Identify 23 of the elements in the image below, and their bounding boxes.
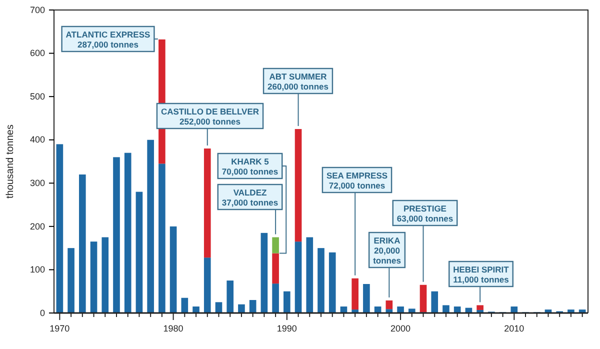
annotation: KHARK 5 70,000 tonnes — [222, 156, 278, 176]
y-tick-label: 600 — [30, 48, 45, 58]
annotation: SEA EMPRESS 72,000 tonnes — [326, 170, 388, 190]
y-tick-label: 0 — [40, 308, 45, 318]
y-axis-title: thousand tonnes — [5, 124, 16, 198]
annotation: VALDEZ 37,000 tonnes — [222, 188, 278, 208]
y-tick-label: 200 — [30, 221, 45, 232]
x-tick-label: 1970 — [50, 323, 70, 334]
annotation: CASTILLO DE BELLVER 252,000 tonnes — [160, 106, 260, 126]
annotation: HEBEI SPIRIT 11,000 tonnes — [453, 264, 510, 284]
annotation: ERIKA 20,000 tonnes — [373, 236, 402, 266]
y-tick-label: 100 — [30, 264, 45, 275]
x-tick-label: 1990 — [276, 323, 297, 334]
annotation: PRESTIGE 63,000 tonnes — [396, 204, 454, 224]
annotation: ATLANTIC EXPRESS 287,000 tonnes — [66, 30, 151, 50]
x-tick-label: 2000 — [390, 323, 411, 334]
y-tick-label: 400 — [30, 134, 45, 145]
y-tick-label: 700 — [30, 4, 45, 15]
x-tick-label: 1980 — [163, 323, 184, 334]
y-tick-label: 500 — [30, 91, 45, 102]
annotation: ABT SUMMER 260,000 tonnes — [268, 72, 329, 92]
x-tick-label: 2010 — [504, 323, 524, 334]
y-tick-label: 300 — [30, 178, 45, 188]
